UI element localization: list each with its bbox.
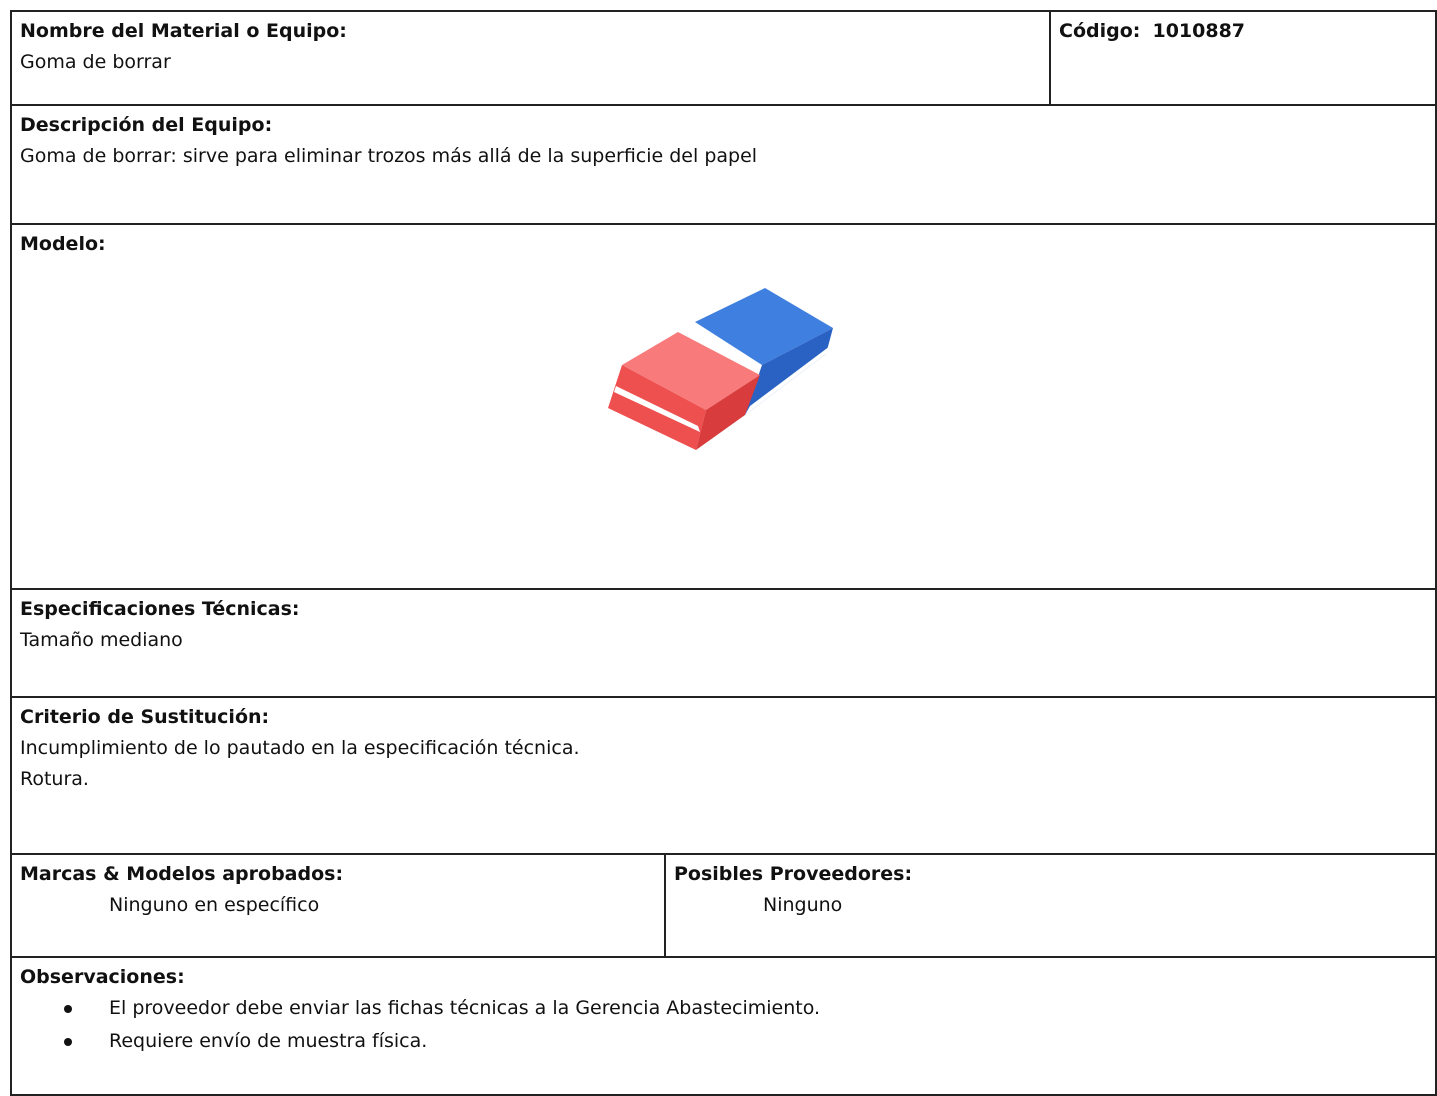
value: Ninguno en específico (109, 894, 320, 916)
label: Código: (1059, 20, 1141, 42)
eraser-red-side (696, 375, 760, 450)
brands-cell: Marcas & Modelos aprobados: Ninguno en e… (10, 853, 666, 958)
observations-cell: Observaciones: El proveedor debe enviar … (10, 956, 1437, 1096)
description-cell: Descripción del Equipo: Goma de borrar: … (10, 104, 1437, 225)
criteria-cell: Criterio de Sustitución: Incumplimiento … (10, 696, 1437, 855)
label: Marcas & Modelos aprobados: (20, 863, 344, 885)
value: Tamaño mediano (20, 629, 183, 651)
observation-item: Requiere envío de muestra física. (64, 1026, 1427, 1057)
eraser-line (745, 346, 830, 415)
eraser-image (608, 288, 833, 450)
value: Goma de borrar (20, 51, 171, 73)
eraser-blue-top (695, 288, 833, 365)
code-cell: Código: 1010887 (1049, 10, 1437, 106)
specs-cell: Especificaciones Técnicas: Tamaño median… (10, 588, 1437, 698)
observation-item: El proveedor debe enviar las fichas técn… (64, 993, 1427, 1024)
label: Descripción del Equipo: (20, 114, 273, 136)
line: Incumplimiento de lo pautado en la espec… (20, 737, 580, 759)
value: 1010887 (1152, 20, 1246, 42)
eraser-red-top (622, 332, 760, 410)
eraser-red-line (614, 386, 700, 432)
label: Posibles Proveedores: (674, 863, 913, 885)
label: Especificaciones Técnicas: (20, 598, 300, 620)
observation-list: El proveedor debe enviar las fichas técn… (20, 993, 1427, 1057)
suppliers-cell: Posibles Proveedores: Ninguno (664, 853, 1437, 958)
label: Observaciones: (20, 966, 185, 988)
label: Modelo: (20, 233, 106, 255)
label: Criterio de Sustitución: (20, 706, 270, 728)
label: Nombre del Material o Equipo: (20, 20, 347, 42)
value: Goma de borrar: sirve para eliminar troz… (20, 145, 758, 167)
value: Ninguno (763, 894, 843, 916)
line: Rotura. (20, 768, 89, 790)
material-cell: Nombre del Material o Equipo: Goma de bo… (10, 10, 1051, 106)
